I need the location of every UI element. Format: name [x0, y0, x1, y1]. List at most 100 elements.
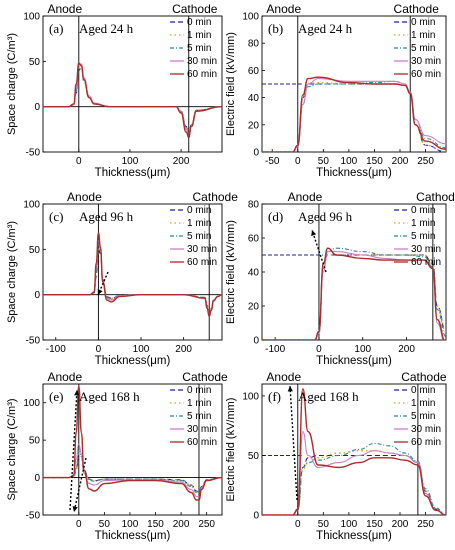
x-tick-label: 0 — [295, 156, 301, 167]
panel-title: Aged 24 h — [298, 21, 353, 36]
x-tick-label: 250 — [417, 156, 434, 167]
anode-label: Anode — [47, 2, 82, 16]
x-tick-label: 100 — [354, 344, 371, 355]
y-axis-label: Space charge (C/m³) — [6, 33, 18, 135]
legend-label: 5 min — [411, 231, 435, 242]
y-tick-label: -50 — [26, 336, 41, 347]
arrow-head — [72, 506, 78, 512]
panel-label: (d) — [268, 209, 283, 224]
legend-label: 60 min — [411, 257, 441, 268]
x-tick-label: 200 — [398, 344, 415, 355]
series-line — [262, 454, 446, 515]
y-tick-label: 100 — [242, 12, 259, 23]
series-line — [43, 244, 222, 316]
legend-label: 30 min — [411, 244, 441, 255]
legend-label: 30 min — [411, 56, 441, 67]
x-tick-label: 150 — [366, 156, 383, 167]
x-axis-label: Thickness(μm) — [95, 355, 171, 367]
legend-label: 60 min — [411, 69, 441, 80]
arrow-shaft — [311, 229, 327, 273]
arrow-head — [287, 386, 293, 392]
anode-label: Anode — [288, 190, 323, 204]
plot-frame — [42, 383, 223, 516]
anode-label: Anode — [67, 190, 102, 204]
y-tick-label: 60 — [248, 234, 260, 245]
x-tick-label: 100 — [122, 519, 139, 530]
y-tick-label: 0 — [34, 102, 40, 113]
series-line — [262, 254, 446, 340]
x-tick-label: 200 — [392, 156, 409, 167]
y-tick-label: 0 — [253, 511, 259, 522]
y-tick-label: -50 — [26, 148, 41, 159]
legend-label: 30 min — [411, 424, 441, 435]
x-tick-label: 100 — [133, 344, 150, 355]
legend-label: 1 min — [411, 398, 435, 409]
x-tick-label: 100 — [122, 156, 139, 167]
legend-label: 30 min — [187, 424, 217, 435]
series-group — [262, 76, 446, 152]
series-line — [262, 81, 446, 152]
x-tick-label: 250 — [198, 519, 215, 530]
series-group — [43, 62, 222, 139]
panel-title: Aged 24 h — [79, 21, 134, 36]
series-line — [43, 385, 222, 501]
x-tick-label: 100 — [341, 156, 358, 167]
x-tick-label: 0 — [295, 519, 301, 530]
x-tick-label: 200 — [173, 156, 190, 167]
series-line — [43, 443, 222, 498]
panel-label: (f) — [268, 389, 281, 404]
series-line — [43, 450, 222, 495]
y-tick-label: 80 — [248, 39, 260, 50]
x-tick-label: 0 — [76, 519, 82, 530]
trend-arrow-e-up — [69, 389, 80, 511]
anode-label: Anode — [47, 370, 82, 384]
y-tick-label: 40 — [248, 93, 260, 104]
cathode-label: Cathode — [193, 190, 239, 204]
y-tick-label: 50 — [29, 245, 41, 256]
plot-frame — [261, 383, 447, 516]
y-tick-label: 100 — [23, 12, 40, 23]
x-tick-label: -100 — [265, 344, 285, 355]
anode-label: Anode — [266, 2, 301, 16]
legend-label: 5 min — [187, 231, 211, 242]
x-tick-label: -100 — [46, 344, 66, 355]
x-tick-label: 100 — [341, 519, 358, 530]
y-tick-label: 60 — [248, 66, 260, 77]
arrow-head — [74, 390, 80, 396]
x-tick-label: 0 — [76, 156, 82, 167]
panel-title: Aged 168 h — [298, 389, 359, 404]
legend-label: 60 min — [187, 437, 217, 448]
series-line — [43, 62, 222, 139]
legend-label: 60 min — [187, 257, 217, 268]
trend-arrow-e-down — [72, 457, 87, 513]
panel-title: Aged 168 h — [79, 389, 140, 404]
x-axis-label: Thickness(μm) — [316, 530, 392, 542]
series-line — [43, 66, 222, 135]
legend-label: 1 min — [411, 30, 435, 41]
y-tick-label: 40 — [248, 268, 260, 279]
trend-arrow-c — [97, 271, 109, 296]
series-group — [43, 232, 222, 318]
chart-panel: Anode Cathode -100 0 100 200 -50 0 50 100 0 min 1 m… — [6, 190, 238, 367]
legend-label: 0 min — [411, 385, 435, 396]
x-axis-label: Thickness(μm) — [95, 167, 171, 179]
y-axis-label: Electric field (kV/mm) — [225, 32, 237, 136]
series-line — [43, 454, 222, 494]
trend-arrow-f — [287, 385, 298, 501]
legend-label: 1 min — [411, 218, 435, 229]
legend-label: 0 min — [187, 17, 211, 28]
y-axis-label: Space charge (C/m³) — [6, 221, 18, 323]
y-tick-label: -50 — [26, 511, 41, 522]
trend-arrow-d — [311, 229, 327, 273]
series-line — [262, 442, 446, 515]
legend-label: 5 min — [187, 411, 211, 422]
series-line — [262, 78, 446, 152]
cathode-label: Cathode — [401, 370, 447, 384]
legend-label: 1 min — [187, 30, 211, 41]
x-tick-label: 150 — [147, 519, 164, 530]
y-tick-label: 50 — [29, 436, 41, 447]
y-tick-label: 0 — [34, 290, 40, 301]
series-line — [262, 247, 445, 340]
arrow-shaft — [69, 389, 78, 511]
